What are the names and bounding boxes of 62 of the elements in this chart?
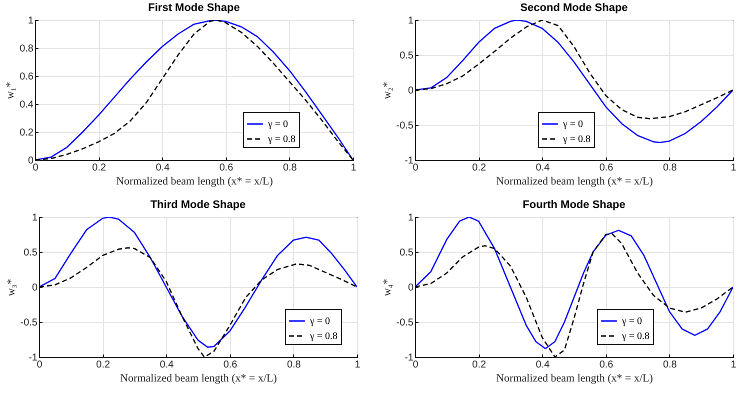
x-tick-label: 0.2 xyxy=(96,360,110,370)
y-tick-label: -1 xyxy=(28,352,38,364)
y-tick-label: 0.4 xyxy=(20,100,34,110)
legend-label: γ = 0 xyxy=(562,119,584,130)
legend-label: γ = 0.8 xyxy=(562,134,591,145)
x-tick-label: 0.2 xyxy=(472,162,486,174)
legend-label: γ = 0 xyxy=(309,316,330,327)
y-tick-label: 1 xyxy=(28,16,34,26)
y-axis-title: w₃* xyxy=(5,278,18,296)
y-tick-label: 1 xyxy=(32,212,38,224)
y-axis-title: w₄* xyxy=(381,278,394,296)
x-tick-label: 0.4 xyxy=(536,162,550,174)
x-tick-label: 0.4 xyxy=(156,162,170,174)
y-tick-label: 0 xyxy=(32,282,38,294)
y-tick-label: 1 xyxy=(408,16,414,26)
legend-label: γ = 0.8 xyxy=(267,134,296,145)
x-tick-label: 1 xyxy=(730,162,737,174)
x-axis-title: Normalized beam length (x* = x/L) xyxy=(120,372,278,384)
x-tick-label: 1 xyxy=(350,162,357,174)
x-tick-label: 0.4 xyxy=(536,360,550,370)
y-tick-label: 0 xyxy=(28,156,34,166)
y-tick-label: 0.8 xyxy=(20,44,34,54)
x-tick-label: 0.2 xyxy=(472,360,486,370)
x-tick-label: 0.8 xyxy=(286,360,302,370)
x-tick-label: 1 xyxy=(354,360,361,370)
y-tick-label: -0.5 xyxy=(20,318,38,328)
x-tick-label: 0.4 xyxy=(160,360,174,370)
x-tick-label: 0.2 xyxy=(92,162,106,174)
chart-title: Fourth Mode Shape xyxy=(522,199,626,211)
x-tick-label: 0.6 xyxy=(223,360,238,370)
legend-label: γ = 0 xyxy=(267,119,288,130)
y-tick-label: 0.2 xyxy=(20,128,34,138)
y-tick-label: 0 xyxy=(408,86,414,96)
x-tick-label: 0.8 xyxy=(282,162,298,174)
line-series xyxy=(35,20,353,160)
legend-label: γ = 0.8 xyxy=(621,331,650,342)
x-tick-label: 1 xyxy=(730,360,737,370)
y-tick-label: -1 xyxy=(404,352,414,364)
y-tick-label: 0.5 xyxy=(24,248,38,258)
y-tick-label: 1 xyxy=(408,212,414,224)
x-tick-label: 0.8 xyxy=(662,360,678,370)
chart-title: Third Mode Shape xyxy=(150,199,246,211)
y-tick-label: 0 xyxy=(408,282,414,294)
chart-title: Second Mode Shape xyxy=(520,2,628,14)
y-tick-label: -0.5 xyxy=(396,120,414,132)
legend-label: γ = 0 xyxy=(621,316,642,327)
legend-label: γ = 0.8 xyxy=(309,331,338,342)
x-axis-title: Normalized beam length (x* = x/L) xyxy=(496,176,654,188)
y-tick-label: 0.6 xyxy=(20,72,34,82)
x-tick-label: 0.8 xyxy=(662,162,678,174)
x-tick-label: 0.6 xyxy=(219,162,234,174)
chart-title: First Mode Shape xyxy=(148,2,240,14)
y-tick-label: 0.5 xyxy=(400,50,414,62)
y-tick-label: -0.5 xyxy=(396,318,414,328)
y-tick-label: -1 xyxy=(404,156,414,166)
y-axis-title: w₁* xyxy=(4,82,17,100)
x-axis-title: Normalized beam length (x* = x/L) xyxy=(116,176,274,188)
y-tick-label: 0.5 xyxy=(400,248,414,258)
x-axis-title: Normalized beam length (x* = x/L) xyxy=(496,372,654,384)
x-tick-label: 0.6 xyxy=(599,360,614,370)
x-tick-label: 0.6 xyxy=(599,162,614,174)
y-axis-title: w₂* xyxy=(381,82,394,100)
